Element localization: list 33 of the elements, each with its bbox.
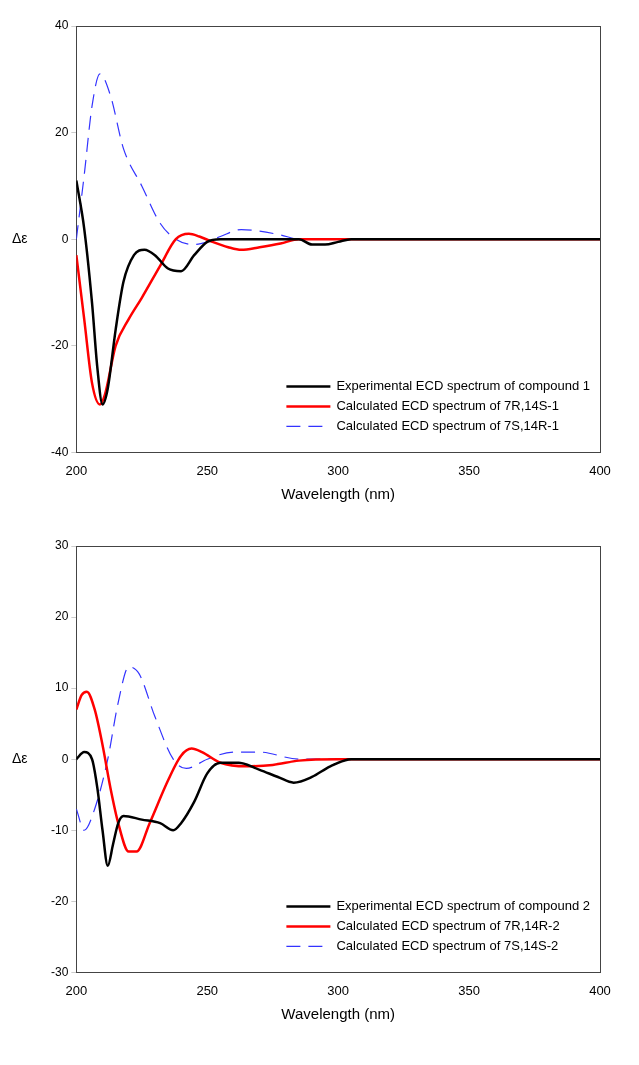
x-tick-label: 250	[196, 462, 219, 478]
y-tick-label: 30	[54, 538, 69, 553]
x-tick-label: 400	[589, 462, 611, 478]
legend-label: Calculated ECD spectrum of 7R,14R-2	[336, 917, 560, 933]
legend-label: Experimental ECD spectrum of compound 2	[336, 897, 591, 913]
x-tick-label: 200	[65, 462, 88, 478]
legend-label: Calculated ECD spectrum of 7S,14S-2	[336, 937, 559, 953]
y-tick-label: -20	[51, 893, 69, 908]
x-tick-label: 400	[589, 982, 611, 998]
y-axis-title: Δε	[12, 750, 28, 767]
y-tick-label: 20	[54, 609, 69, 624]
x-axis-title: Wavelength (nm)	[281, 1005, 395, 1023]
x-tick-label: 300	[327, 462, 350, 478]
y-tick-label: -40	[51, 444, 69, 459]
legend-label: Calculated ECD spectrum of 7S,14R-1	[336, 417, 559, 433]
y-tick-label: -10	[51, 822, 69, 837]
y-tick-label: -20	[51, 338, 69, 353]
x-tick-label: 200	[65, 982, 88, 998]
y-tick-label: 40	[54, 18, 69, 33]
x-tick-label: 350	[458, 462, 480, 478]
legend-label: Experimental ECD spectrum of compound 1	[336, 377, 591, 393]
x-axis-title: Wavelength (nm)	[281, 485, 395, 503]
x-tick-label: 300	[327, 982, 350, 998]
y-tick-label: 0	[61, 231, 69, 246]
y-axis-title: Δε	[12, 230, 28, 247]
y-tick-label: 10	[54, 680, 69, 695]
y-tick-label: 0	[61, 751, 69, 766]
legend-label: Calculated ECD spectrum of 7R,14S-1	[336, 397, 559, 413]
x-tick-label: 350	[458, 982, 480, 998]
x-tick-label: 250	[196, 982, 219, 998]
y-tick-label: 20	[54, 124, 69, 139]
line-series	[76, 750, 600, 868]
y-tick-label: -30	[51, 964, 69, 979]
